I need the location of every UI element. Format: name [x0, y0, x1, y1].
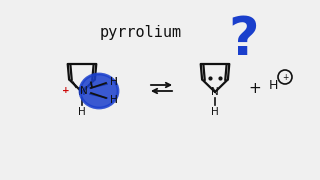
Text: pyrrolium: pyrrolium: [100, 25, 182, 40]
Text: H: H: [110, 95, 118, 105]
Text: N: N: [80, 86, 88, 96]
Text: ?: ?: [228, 14, 259, 66]
Text: H: H: [268, 78, 278, 91]
Text: N: N: [78, 87, 86, 97]
Text: H: H: [110, 77, 118, 87]
Text: N: N: [211, 87, 219, 97]
Text: +: +: [249, 80, 261, 96]
Ellipse shape: [80, 74, 118, 108]
Text: H: H: [211, 107, 219, 117]
Text: H: H: [110, 77, 118, 87]
Text: +: +: [282, 73, 288, 82]
Text: H: H: [78, 107, 86, 117]
Text: H: H: [110, 95, 118, 105]
Text: +: +: [62, 86, 70, 94]
